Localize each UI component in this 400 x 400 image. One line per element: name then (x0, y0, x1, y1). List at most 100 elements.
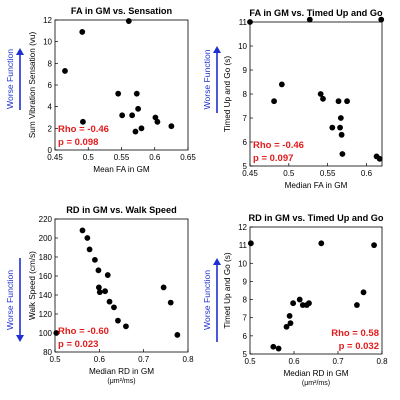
data-point (337, 124, 343, 131)
data-point (318, 240, 325, 247)
data-point (152, 114, 159, 121)
data-point (123, 323, 129, 330)
y-axis-label: Sum Vibration Sensation (vu) (28, 32, 37, 139)
data-point (62, 68, 68, 74)
data-point (286, 313, 293, 319)
data-point (296, 296, 303, 303)
data-point (247, 19, 253, 25)
data-point (317, 91, 324, 97)
y-tick-label: 8 (243, 296, 248, 305)
x-tick-label: 0.5 (244, 357, 256, 366)
x-axis-unit: (μm²/ms) (302, 380, 330, 387)
y-tick-label: 6 (243, 332, 248, 341)
chart-title: FA in GM vs. Timed Up and Go (249, 8, 383, 18)
data-point (168, 123, 175, 130)
data-point (96, 289, 103, 296)
x-tick-label: 0.55 (320, 169, 336, 178)
worse-function-arrowhead (16, 48, 24, 55)
y-tick-label: 7 (243, 114, 248, 123)
y-tick-label: 220 (39, 215, 53, 224)
chart-title: FA in GM vs. Sensation (71, 6, 173, 16)
x-tick-label: 0.7 (332, 357, 344, 366)
y-tick-label: 6 (243, 138, 248, 147)
x-axis-label: Mean FA in GM (93, 165, 150, 174)
scatter-panel-2: FA in GM vs. Timed Up and Go 0.45 0.5 0.55 0… (202, 8, 385, 190)
data-point (80, 118, 86, 125)
p-value: p = 0.023 (58, 339, 98, 350)
p-value: p = 0.032 (339, 341, 379, 352)
x-tick-label: 0.5 (49, 355, 61, 364)
data-point (376, 155, 383, 162)
y-tick-label: 8 (243, 90, 248, 99)
data-point (79, 29, 86, 35)
y-tick-label: 12 (238, 223, 247, 232)
y-tick-label: 9 (243, 277, 248, 286)
data-point (270, 343, 277, 350)
data-point (278, 81, 285, 88)
x-tick-label: 0.6 (361, 169, 373, 178)
data-point (106, 298, 113, 305)
data-point (115, 317, 121, 324)
rho-value: Rho = -0.46 (58, 124, 109, 135)
y-tick-label: 2 (48, 124, 53, 133)
y-tick-label: 10 (238, 42, 247, 51)
worse-function-label: Worse Function (202, 49, 212, 109)
data-point (95, 267, 102, 274)
y-tick-label: 9 (243, 66, 248, 75)
worse-function-label: Worse Function (5, 270, 15, 330)
x-axis-label: Median FA in GM (285, 181, 348, 190)
y-tick-label: 80 (43, 348, 52, 357)
data-point (92, 256, 98, 263)
data-point (104, 272, 111, 278)
worse-function-arrowhead (16, 335, 24, 342)
data-point (378, 16, 385, 23)
x-tick-label: 0.45 (47, 153, 63, 162)
plot-frame (249, 226, 383, 355)
data-point (247, 240, 254, 247)
data-point (339, 151, 346, 157)
data-point (306, 300, 312, 307)
data-point (360, 289, 367, 296)
y-tick-label: 5 (243, 350, 248, 359)
y-tick-label: 11 (239, 18, 248, 27)
y-tick-label: 6 (48, 81, 53, 90)
y-tick-label: 11 (239, 241, 248, 250)
data-point (283, 323, 290, 330)
worse-function-label: Worse Function (202, 270, 212, 330)
x-axis-label: Median RD in GM (283, 369, 348, 378)
y-tick-label: 100 (39, 329, 53, 338)
x-tick-label: 0.6 (288, 357, 300, 366)
y-tick-label: 160 (39, 272, 53, 281)
y-tick-label: 120 (39, 310, 53, 319)
x-tick-label: 0.5 (283, 169, 295, 178)
y-tick-label: 12 (43, 16, 52, 25)
data-point (102, 288, 108, 295)
worse-function-arrowhead (213, 46, 221, 53)
y-axis-label: Timed Up and Go (s) (223, 56, 232, 132)
data-point (335, 98, 342, 105)
x-tick-label: 0.8 (182, 355, 194, 364)
y-tick-label: 140 (39, 291, 53, 300)
y-tick-label: 5 (243, 162, 248, 171)
data-point (337, 115, 344, 121)
data-point (344, 98, 350, 105)
data-point (275, 345, 282, 352)
y-tick-label: 4 (48, 103, 53, 112)
x-tick-label: 0.7 (138, 355, 150, 364)
data-point (86, 246, 93, 253)
data-point (133, 90, 140, 97)
rho-value: Rho = -0.60 (58, 326, 109, 337)
data-point (119, 112, 126, 119)
plot-frame (54, 218, 189, 353)
data-point (329, 124, 336, 131)
data-point (53, 330, 60, 336)
data-point (115, 90, 122, 97)
y-tick-label: 10 (238, 259, 247, 268)
scatter-panel-3: RD in GM vs. Walk Speed 0.5 0.6 0.7 0.8 80 100… (5, 205, 194, 385)
y-tick-label: 10 (43, 38, 52, 47)
data-point (84, 235, 91, 241)
data-point (95, 284, 102, 291)
chart-title: RD in GM vs. Walk Speed (66, 205, 176, 215)
data-point (371, 242, 377, 249)
chart-title: RD in GM vs. Timed Up and Go (248, 213, 383, 223)
